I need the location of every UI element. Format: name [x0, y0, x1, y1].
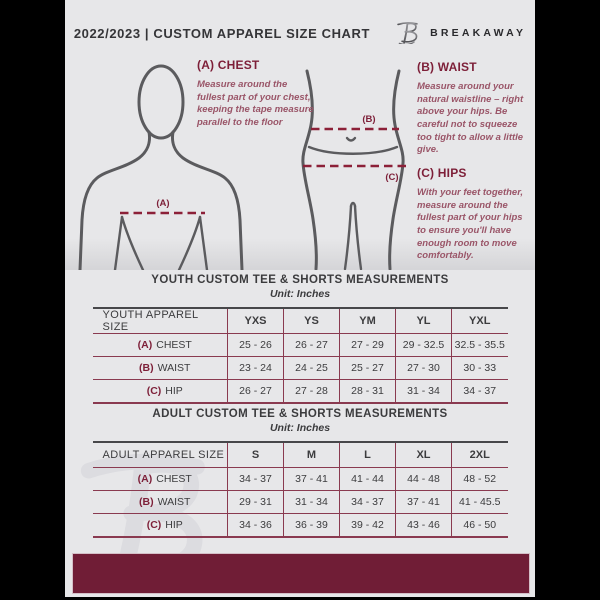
brand-name: BREAKAWAY	[430, 27, 527, 39]
row-prefix: (A)	[137, 339, 153, 351]
row-label-text: CHEST	[156, 473, 192, 485]
value-cell: 29 - 32.5	[395, 333, 452, 357]
value-cell: 41 - 44	[339, 467, 396, 491]
value-cell: 39 - 42	[339, 513, 396, 538]
chest-guide-text: Measure around the fullest part of your …	[197, 79, 314, 128]
page-header: 2022/2023 | CUSTOM APPAREL SIZE CHART	[65, 18, 535, 48]
hip-marker-label: (C)	[385, 172, 398, 183]
table-row: (B) WAIST 23 - 24 24 - 25 25 - 27 27 - 30…	[92, 356, 508, 380]
row-label-text: HIP	[165, 385, 183, 397]
row-label-text: WAIST	[157, 362, 191, 374]
waist-guide: (B) WAIST Measure around your natural wa…	[417, 60, 531, 157]
youth-header-row: YOUTH APPAREL SIZE YXS YS YM YL YXL	[92, 307, 508, 334]
chest-guide-heading: (A) CHEST	[197, 58, 260, 72]
adult-size-table: ADULT APPAREL SIZE S M L XL 2XL (A) CHEST…	[92, 441, 508, 538]
youth-section-title: YOUTH CUSTOM TEE & SHORTS MEASUREMENTS	[151, 274, 449, 286]
row-label: (C) HIP	[92, 379, 228, 404]
table-row: (A) CHEST 25 - 26 26 - 27 27 - 29 29 - 32…	[92, 333, 508, 357]
value-cell: 37 - 41	[283, 467, 340, 491]
row-label: (B) WAIST	[92, 356, 228, 380]
value-cell: 44 - 48	[395, 467, 452, 491]
youth-section: YOUTH CUSTOM TEE & SHORTS MEASUREMENTS U…	[65, 274, 535, 404]
hips-guide-heading: (C) HIPS	[417, 166, 467, 180]
youth-size-table: YOUTH APPAREL SIZE YXS YS YM YL YXL (A) C…	[92, 307, 508, 404]
value-cell: 27 - 30	[395, 356, 452, 380]
value-cell: 34 - 37	[451, 379, 508, 404]
value-cell: 37 - 41	[395, 490, 452, 514]
row-label-text: CHEST	[156, 339, 192, 351]
row-prefix: (C)	[146, 385, 162, 397]
row-label: (B) WAIST	[92, 490, 228, 514]
value-cell: 24 - 25	[283, 356, 340, 380]
size-column-header: M	[283, 441, 340, 468]
value-cell: 29 - 31	[227, 490, 284, 514]
hips-guide: (C) HIPS With your feet together, measur…	[417, 166, 531, 263]
table-row: (C) HIP 34 - 36 36 - 39 39 - 42 43 - 46 4…	[92, 513, 508, 538]
waist-guide-heading: (B) WAIST	[417, 60, 477, 74]
adult-unit-label: Unit: Inches	[269, 422, 331, 434]
value-cell: 48 - 52	[451, 467, 508, 491]
size-column-header: L	[339, 441, 396, 468]
value-cell: 25 - 27	[339, 356, 396, 380]
row-label-text: HIP	[165, 519, 183, 531]
adult-section-title: ADULT CUSTOM TEE & SHORTS MEASUREMENTS	[152, 408, 448, 420]
size-column-header: YXS	[227, 307, 284, 334]
row-label-text: WAIST	[157, 496, 191, 508]
size-column-header: S	[227, 441, 284, 468]
value-cell: 34 - 37	[227, 467, 284, 491]
brand-lockup: BREAKAWAY	[396, 17, 526, 49]
row-prefix: (B)	[139, 362, 154, 374]
row-label: (A) CHEST	[92, 467, 228, 491]
size-column-header: YL	[395, 307, 452, 334]
value-cell: 31 - 34	[395, 379, 452, 404]
figure-fade-band	[65, 238, 535, 270]
chest-marker-label: (A)	[156, 198, 169, 209]
value-cell: 34 - 37	[339, 490, 396, 514]
page-title: 2022/2023 | CUSTOM APPAREL SIZE CHART	[73, 25, 371, 41]
size-column-header: YM	[339, 307, 396, 334]
value-cell: 26 - 27	[283, 333, 340, 357]
size-column-header: 2XL	[451, 441, 508, 468]
table-row: (C) HIP 26 - 27 27 - 28 28 - 31 31 - 34 3…	[92, 379, 508, 404]
table-row: (A) CHEST 34 - 37 37 - 41 41 - 44 44 - 48…	[92, 467, 508, 491]
lower-body-figure: (B) (C)	[301, 69, 408, 270]
value-cell: 31 - 34	[283, 490, 340, 514]
value-cell: 43 - 46	[395, 513, 452, 538]
value-cell: 25 - 26	[227, 333, 284, 357]
row-prefix: (A)	[137, 473, 153, 485]
row-label: (C) HIP	[92, 513, 228, 538]
row-label: (A) CHEST	[92, 333, 228, 357]
adult-section: ADULT CUSTOM TEE & SHORTS MEASUREMENTS U…	[65, 408, 535, 538]
youth-unit-label: Unit: Inches	[269, 288, 331, 300]
row-prefix: (C)	[146, 519, 162, 531]
value-cell: 36 - 39	[283, 513, 340, 538]
value-cell: 30 - 33	[451, 356, 508, 380]
waist-guide-text: Measure around your natural waistline – …	[417, 81, 524, 156]
adult-header-row: ADULT APPAREL SIZE S M L XL 2XL	[92, 441, 508, 468]
value-cell: 41 - 45.5	[451, 490, 508, 514]
adult-size-header-label: ADULT APPAREL SIZE	[92, 441, 228, 468]
size-column-header: XL	[395, 441, 452, 468]
footer-accent-bar	[72, 553, 530, 594]
value-cell: 27 - 28	[283, 379, 340, 404]
value-cell: 27 - 29	[339, 333, 396, 357]
value-cell: 32.5 - 35.5	[451, 333, 508, 357]
value-cell: 26 - 27	[227, 379, 284, 404]
value-cell: 28 - 31	[339, 379, 396, 404]
row-prefix: (B)	[139, 496, 154, 508]
hips-guide-text: With your feet together, measure around …	[417, 187, 524, 262]
upper-body-figure: (A)	[78, 64, 244, 270]
value-cell: 23 - 24	[227, 356, 284, 380]
chart-page-panel: 2022/2023 | CUSTOM APPAREL SIZE CHART	[65, 0, 535, 597]
waist-marker-label: (B)	[362, 114, 375, 125]
size-column-header: YXL	[451, 307, 508, 334]
value-cell: 34 - 36	[227, 513, 284, 538]
value-cell: 46 - 50	[451, 513, 508, 538]
table-row: (B) WAIST 29 - 31 31 - 34 34 - 37 37 - 41…	[92, 490, 508, 514]
chest-guide: (A) CHEST Measure around the fullest par…	[197, 58, 315, 130]
youth-size-header-label: YOUTH APPAREL SIZE	[92, 307, 228, 334]
size-column-header: YS	[283, 307, 340, 334]
breakaway-b-logo-icon	[396, 17, 423, 49]
